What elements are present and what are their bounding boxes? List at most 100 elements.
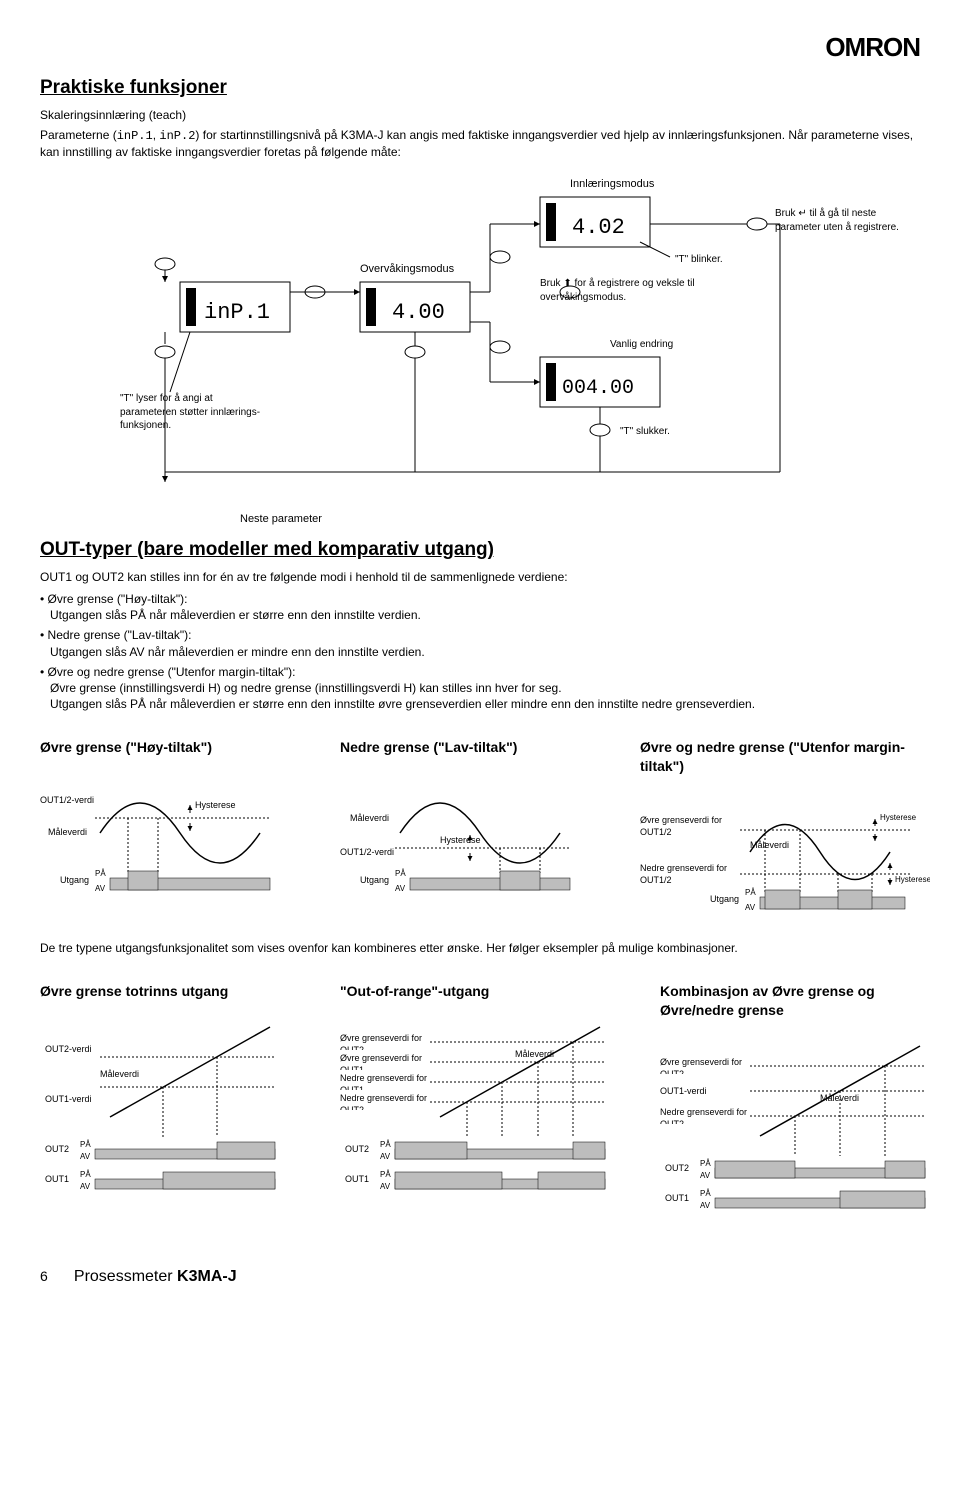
section1-title: Praktiske funksjoner xyxy=(40,75,920,101)
bullet2-body: Utgangen slås AV når måleverdien er mind… xyxy=(50,644,425,660)
chart-b-av: AV xyxy=(395,884,406,893)
combo-b-l4: Nedre grenseverdi for OUT2 xyxy=(340,1092,430,1110)
chart-c-nedre: Nedre grenseverdi for OUT1/2 xyxy=(640,862,740,886)
combo-c-l3: Nedre grenseverdi for OUT2 xyxy=(660,1106,750,1124)
combo-b-l2: Øvre grenseverdi for OUT1 xyxy=(340,1052,430,1070)
bullet1-head: Øvre grense ("Høy-tiltak"): xyxy=(48,592,188,606)
chart-a-hyst: Hysterese xyxy=(195,800,236,810)
chart-a-title: Øvre grense ("Høy-tiltak") xyxy=(40,738,310,757)
combo-c-l2: OUT1-verdi xyxy=(660,1086,707,1096)
bullet3-line1: Øvre grense (innstillingsverdi H) og ned… xyxy=(50,680,562,696)
combo-b-out2-av: AV xyxy=(380,1152,391,1161)
chart-b-male: Måleverdi xyxy=(350,813,389,823)
chart-c: Øvre og nedre grense ("Utenfor margin-ti… xyxy=(640,720,930,932)
brand-logo: OMRON xyxy=(40,30,920,65)
chart-row-1: Øvre grense ("Høy-tiltak") Hysterese OUT… xyxy=(40,720,920,932)
chart-b-hyst: Hysterese xyxy=(440,835,481,845)
combo-c: Kombinasjon av Øvre grense og Øvre/nedre… xyxy=(660,964,950,1226)
combo-b: "Out-of-range"-utgang Øvre grenseverdi f… xyxy=(340,964,630,1226)
combo-b-out1: OUT1 xyxy=(345,1174,369,1184)
section1-paragraph: Parameterne (inP.1, inP.2) for startinns… xyxy=(40,127,920,160)
innlaerings-label: Innlæringsmodus xyxy=(570,178,655,190)
combo-c-out2: OUT2 xyxy=(665,1163,689,1173)
flow-display4: 004.00 xyxy=(562,377,634,400)
chart-c-av: AV xyxy=(745,903,756,912)
chart-a-out12: OUT1/2-verdi xyxy=(40,795,94,805)
footer-product-model: K3MA-J xyxy=(177,1268,237,1285)
chart-a: Øvre grense ("Høy-tiltak") Hysterese OUT… xyxy=(40,720,310,932)
chart-c-hyst1: Hysterese xyxy=(880,813,917,822)
section2-title: OUT-typer (bare modeller med komparativ … xyxy=(40,537,920,563)
bullet2-head: Nedre grense ("Lav-tiltak"): xyxy=(48,628,192,642)
vanlig-endring-label: Vanlig endring xyxy=(610,339,673,350)
p1-param2: inP.2 xyxy=(159,129,195,143)
combo-c-out2-pa: PÅ xyxy=(700,1159,711,1168)
t-blinker-note: "T" blinker. xyxy=(675,254,723,265)
combo-c-out1: OUT1 xyxy=(665,1193,689,1203)
neste-param-label: Neste parameter xyxy=(240,512,920,527)
combo-a-out2-pa: PÅ xyxy=(80,1140,91,1149)
flow-display2: 4.00 xyxy=(392,300,445,325)
section1-subtitle: Skaleringsinnlæring (teach) xyxy=(40,107,920,123)
chart-c-utgang: Utgang xyxy=(710,894,739,904)
combo-b-l3: Nedre grenseverdi for OUT1 xyxy=(340,1072,430,1090)
chart-c-male: Måleverdi xyxy=(750,840,789,850)
teach-flow-diagram: Innlæringsmodus inP.1 "T" lyser for å an… xyxy=(40,172,920,492)
combo-c-title: Kombinasjon av Øvre grense og Øvre/nedre… xyxy=(660,982,950,1020)
combo-c-out1-av: AV xyxy=(700,1201,711,1210)
combo-b-title: "Out-of-range"-utgang xyxy=(340,982,630,1001)
footer-product-label: Prosessmeter xyxy=(74,1268,173,1285)
combo-c-l1: Øvre grenseverdi for OUT2 xyxy=(660,1056,750,1074)
bullet3-line2: Utgangen slås PÅ når måleverdien er stør… xyxy=(50,696,755,712)
chart-a-utgang: Utgang xyxy=(60,875,89,885)
combo-a-title: Øvre grense totrinns utgang xyxy=(40,982,310,1001)
bullet3-head: Øvre og nedre grense ("Utenfor margin-ti… xyxy=(48,665,296,679)
bullet2: Nedre grense ("Lav-tiltak"): Utgangen sl… xyxy=(40,627,920,659)
combine-text: De tre typene utgangsfunksjonalitet som … xyxy=(40,940,920,956)
t-slukker-note: "T" slukker. xyxy=(620,426,670,437)
bullet3: Øvre og nedre grense ("Utenfor margin-ti… xyxy=(40,664,920,713)
chart-a-av: AV xyxy=(95,884,106,893)
t-lyser-note: "T" lyser for å angi at parameteren støt… xyxy=(120,392,270,433)
combo-a-out2v: OUT2-verdi xyxy=(45,1044,92,1054)
chart-c-ovre: Øvre grenseverdi for OUT1/2 xyxy=(640,814,740,838)
chart-b-utgang: Utgang xyxy=(360,875,389,885)
page-footer: 6 Prosessmeter K3MA-J xyxy=(40,1266,920,1288)
page-number: 6 xyxy=(40,1267,70,1286)
combo-c-out1-pa: PÅ xyxy=(700,1189,711,1198)
section2-intro: OUT1 og OUT2 kan stilles inn for én av t… xyxy=(40,569,920,585)
chart-b-out12: OUT1/2-verdi xyxy=(340,847,394,857)
chart-b-title: Nedre grense ("Lav-tiltak") xyxy=(340,738,610,757)
chart-c-hyst2: Hysterese xyxy=(895,875,930,884)
combo-c-out2-av: AV xyxy=(700,1171,711,1180)
bruk-reg-note: Bruk ⬆ for å registrere og veksle til ov… xyxy=(540,277,710,304)
combo-b-out2-pa: PÅ xyxy=(380,1140,391,1149)
combo-b-out2: OUT2 xyxy=(345,1144,369,1154)
chart-row-2: Øvre grense totrinns utgang OUT2-verdi M… xyxy=(40,964,920,1226)
chart-b-pa: PÅ xyxy=(395,869,406,878)
chart-b: Nedre grense ("Lav-tiltak") Hysterese Må… xyxy=(340,720,610,932)
bullet1: Øvre grense ("Høy-tiltak"): Utgangen slå… xyxy=(40,591,920,623)
combo-b-l1: Øvre grenseverdi for OUT2 xyxy=(340,1032,430,1050)
combo-a-male: Måleverdi xyxy=(100,1069,139,1079)
flow-display3: 4.02 xyxy=(572,215,625,240)
p1-text-a: Parameterne ( xyxy=(40,128,117,142)
combo-a-out1: OUT1 xyxy=(45,1174,69,1184)
chart-c-title: Øvre og nedre grense ("Utenfor margin-ti… xyxy=(640,738,930,776)
combo-a-out2-av: AV xyxy=(80,1152,91,1161)
combo-a: Øvre grense totrinns utgang OUT2-verdi M… xyxy=(40,964,310,1226)
combo-a-out1v: OUT1-verdi xyxy=(45,1094,92,1104)
combo-a-out2: OUT2 xyxy=(45,1144,69,1154)
combo-a-out1-av: AV xyxy=(80,1182,91,1191)
bullet1-body: Utgangen slås PÅ når måleverdien er stør… xyxy=(50,607,421,623)
chart-c-pa: PÅ xyxy=(745,888,756,897)
combo-c-male: Måleverdi xyxy=(820,1093,859,1103)
bruk-neste-note: Bruk ↵ til å gå til neste parameter uten… xyxy=(775,207,905,234)
combo-b-out1-pa: PÅ xyxy=(380,1170,391,1179)
overvaking-label: Overvåkingsmodus xyxy=(360,263,455,275)
chart-a-male: Måleverdi xyxy=(48,827,87,837)
flow-display1: inP.1 xyxy=(204,300,270,325)
combo-a-out1-pa: PÅ xyxy=(80,1170,91,1179)
combo-b-male: Måleverdi xyxy=(515,1049,554,1059)
section2-bullets: Øvre grense ("Høy-tiltak"): Utgangen slå… xyxy=(40,591,920,712)
